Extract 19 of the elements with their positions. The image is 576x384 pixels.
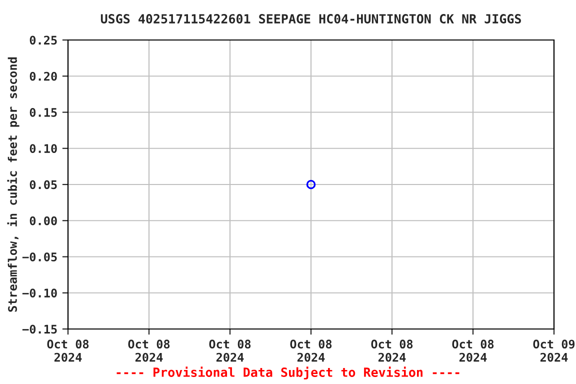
x-tick-label: Oct 08 2024 (209, 340, 251, 362)
x-tick-label: Oct 08 2024 (371, 340, 413, 362)
y-tick-label: −0.15 (22, 324, 57, 334)
y-tick-label: 0.00 (30, 216, 57, 226)
x-tick-label: Oct 08 2024 (47, 340, 89, 362)
x-tick-label: Oct 08 2024 (452, 340, 494, 362)
text: ---- Provisional Data Subject to Revision ---- (116, 366, 460, 380)
y-axis-title: Streamflow, in cubic feet per second (7, 57, 20, 312)
x-tick-label: Oct 08 2024 (128, 340, 170, 362)
y-tick-label: 0.10 (30, 144, 57, 154)
x-tick-label: Oct 08 2024 (290, 340, 332, 362)
y-tick-label: 0.05 (30, 180, 57, 190)
y-tick-label: 0.25 (30, 36, 57, 45)
y-tick-label: −0.05 (22, 252, 57, 262)
chart-title: USGS 402517115422601 SEEPAGE HC04-HUNTINGTON CK NR JIGGS (100, 14, 521, 24)
x-tick-label: Oct 09 2024 (533, 340, 575, 362)
y-tick-label: 0.15 (30, 108, 57, 117)
y-tick-label: 0.20 (30, 72, 57, 81)
y-tick-label: −0.10 (22, 288, 57, 298)
